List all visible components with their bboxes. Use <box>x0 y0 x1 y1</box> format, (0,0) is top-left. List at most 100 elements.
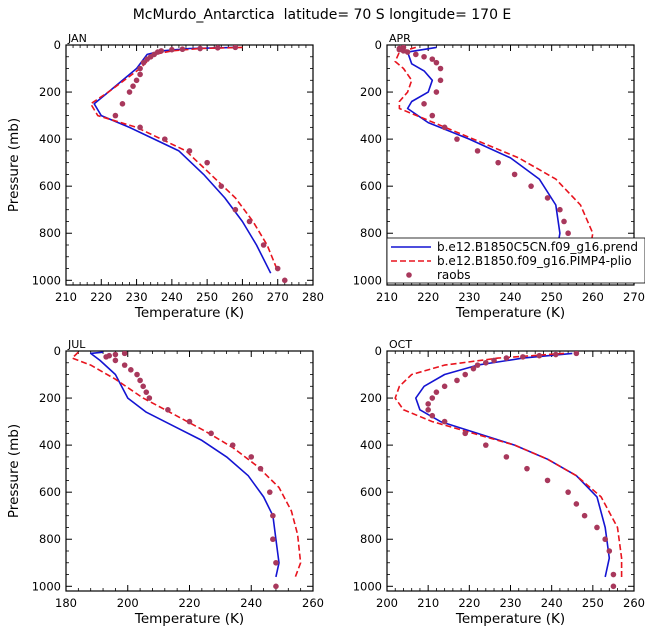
raobs-point <box>495 159 501 166</box>
raobs-point <box>126 89 133 95</box>
raobs-point <box>511 171 518 178</box>
raobs-point <box>503 454 510 460</box>
raobs-point <box>573 501 580 507</box>
raobs-point <box>133 77 140 84</box>
raobs-point <box>137 65 143 72</box>
raobs-point <box>491 357 497 364</box>
panel-label: OCT <box>389 338 412 351</box>
raobs-point <box>218 183 225 189</box>
raobs-point <box>602 536 608 543</box>
y-tick-label: 400 <box>360 132 382 146</box>
panel-jul: 180 200 220 240 260 0 200 400 600 800 1000 Temperat… <box>6 338 324 627</box>
x-tick-label: 210 <box>417 596 439 610</box>
raobs-point <box>503 355 510 361</box>
panel-apr: 210 220 230 240 250 260 270 0 200 400 600 800 1000 Te… <box>353 32 645 321</box>
raobs-point <box>146 395 153 401</box>
raobs-point <box>134 371 140 378</box>
raobs-point <box>536 352 543 359</box>
y-tick-label: 1000 <box>32 273 61 287</box>
raobs-point <box>544 195 551 201</box>
legend-label: b.e12.B1850.f09_g16.PIMP4-plio <box>437 254 632 268</box>
y-tick-label: 200 <box>360 85 382 99</box>
y-tick-label: 1000 <box>353 579 382 593</box>
raobs-point <box>112 357 119 364</box>
raobs-point <box>186 418 193 425</box>
raobs-point <box>140 383 146 390</box>
raobs-point <box>266 489 273 495</box>
raobs-point <box>433 389 440 395</box>
raobs-point <box>474 362 481 368</box>
raobs-point <box>474 148 481 154</box>
raobs-point <box>112 351 119 358</box>
legend-marker-raobs <box>406 272 412 278</box>
raobs-point <box>273 559 279 566</box>
legend: b.e12.B1850C5CN.f09_g16.prendb.e12.B1850… <box>386 237 645 284</box>
raobs-point <box>270 536 276 543</box>
x-tick-label: 250 <box>196 290 218 304</box>
raobs-point <box>581 512 588 519</box>
raobs-point <box>121 362 128 368</box>
y-tick-label: 0 <box>375 38 382 52</box>
y-tick-label: 600 <box>360 485 382 499</box>
raobs-point <box>565 230 571 237</box>
raobs-point <box>179 46 186 53</box>
raobs-point <box>429 395 436 401</box>
raobs-point <box>137 71 143 78</box>
x-tick-label: 280 <box>302 290 324 304</box>
raobs-point <box>425 407 431 413</box>
x-tick-label: 210 <box>55 290 77 304</box>
raobs-point <box>130 83 136 89</box>
panel-label: APR <box>389 32 411 45</box>
raobs-point <box>257 465 264 472</box>
raobs-point <box>433 89 440 95</box>
raobs-point <box>454 377 460 384</box>
plot-frame <box>65 350 314 592</box>
y-tick-label: 800 <box>39 532 61 546</box>
y-tick-label: 0 <box>54 344 61 358</box>
legend-label: raobs <box>437 268 471 282</box>
y-axis-title: Pressure (mb) <box>6 424 22 518</box>
raobs-point <box>528 183 534 189</box>
raobs-point <box>610 583 617 590</box>
raobs-point <box>429 412 436 419</box>
x-axis-title: Temperature (K) <box>134 611 244 627</box>
raobs-point <box>565 489 571 495</box>
raobs-point <box>606 548 613 554</box>
x-tick-label: 270 <box>623 290 645 304</box>
panel-oct: 200 210 220 230 240 250 260 0 200 400 600 800 1000 Te… <box>353 338 645 627</box>
raobs-point <box>552 351 559 358</box>
raobs-point <box>437 65 444 72</box>
raobs-point <box>232 206 239 213</box>
x-tick-label: 270 <box>267 290 289 304</box>
raobs-point <box>483 359 489 366</box>
x-tick-label: 220 <box>458 596 480 610</box>
series-group <box>71 351 302 590</box>
series-line-plio <box>394 46 594 272</box>
y-tick-label: 800 <box>39 226 61 240</box>
raobs-point <box>462 371 469 378</box>
raobs-point <box>441 383 448 390</box>
raobs-point <box>425 401 431 407</box>
panel-jan: 210 220 230 240 250 260 270 280 0 200 400 600 800 100… <box>6 32 324 321</box>
raobs-point <box>454 136 460 142</box>
x-tick-label: 220 <box>179 596 201 610</box>
x-tick-label: 230 <box>458 290 480 304</box>
raobs-point <box>103 354 109 360</box>
raobs-point <box>112 112 119 119</box>
raobs-point <box>520 354 526 360</box>
raobs-point <box>128 367 134 373</box>
y-tick-label: 1000 <box>353 273 382 287</box>
raobs-point <box>137 124 143 131</box>
raobs-point <box>232 45 239 51</box>
x-tick-label: 260 <box>302 596 324 610</box>
raobs-point <box>421 101 427 107</box>
series-group <box>394 351 623 590</box>
raobs-point <box>610 571 617 578</box>
raobs-point <box>441 418 448 425</box>
raobs-point <box>470 365 477 372</box>
raobs-point <box>437 77 444 84</box>
raobs-point <box>441 124 448 131</box>
raobs-point <box>594 524 600 531</box>
y-tick-label: 0 <box>54 38 61 52</box>
series-line-plio <box>394 352 623 580</box>
